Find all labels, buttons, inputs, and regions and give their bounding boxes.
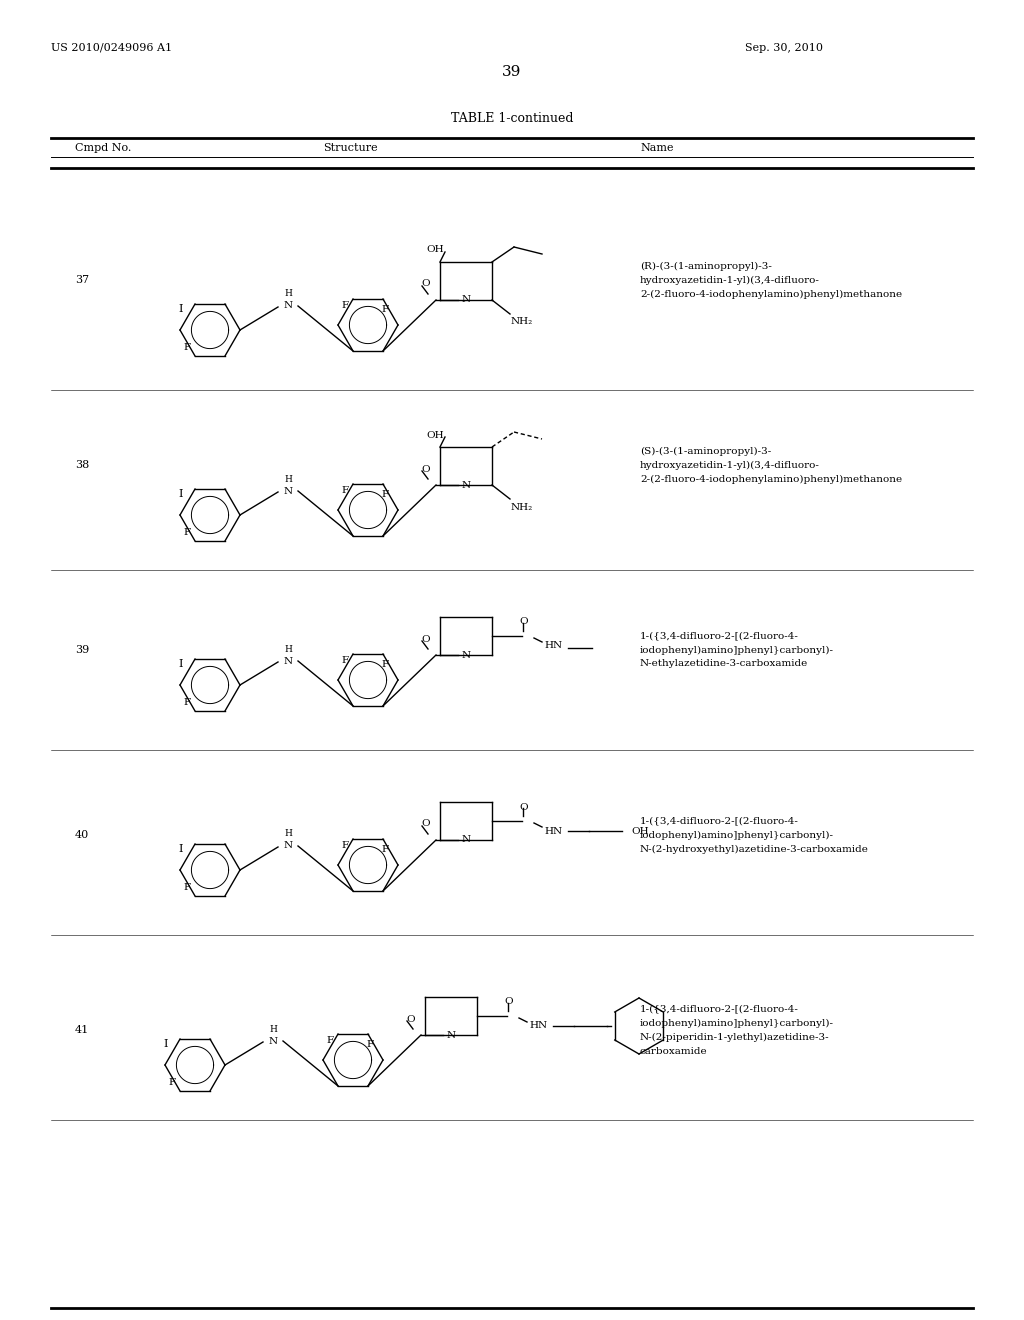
- Text: 1-({3,4-difluoro-2-[(2-fluoro-4-: 1-({3,4-difluoro-2-[(2-fluoro-4-: [640, 631, 799, 640]
- Text: O: O: [505, 998, 513, 1006]
- Text: F: F: [367, 1040, 374, 1048]
- Text: F: F: [183, 343, 190, 352]
- Text: N-ethylazetidine-3-carboxamide: N-ethylazetidine-3-carboxamide: [640, 660, 808, 668]
- Text: US 2010/0249096 A1: US 2010/0249096 A1: [51, 44, 172, 53]
- Text: F: F: [341, 301, 348, 309]
- Text: N: N: [462, 480, 471, 490]
- Text: 39: 39: [75, 645, 89, 655]
- Text: 38: 38: [75, 459, 89, 470]
- Text: iodophenyl)amino]phenyl}carbonyl)-: iodophenyl)amino]phenyl}carbonyl)-: [640, 1019, 834, 1027]
- Text: H: H: [269, 1024, 276, 1034]
- Text: I: I: [179, 843, 183, 854]
- Text: F: F: [341, 486, 348, 495]
- Text: N-(2-piperidin-1-ylethyl)azetidine-3-: N-(2-piperidin-1-ylethyl)azetidine-3-: [640, 1032, 829, 1041]
- Text: NH₂: NH₂: [511, 503, 534, 511]
- Text: F: F: [183, 883, 190, 892]
- Text: Sep. 30, 2010: Sep. 30, 2010: [745, 44, 823, 53]
- Text: O: O: [520, 618, 528, 627]
- Text: hydroxyazetidin-1-yl)(3,4-difluoro-: hydroxyazetidin-1-yl)(3,4-difluoro-: [640, 461, 820, 470]
- Text: O: O: [422, 820, 430, 829]
- Text: N: N: [462, 836, 471, 845]
- Text: N: N: [446, 1031, 456, 1040]
- Text: 40: 40: [75, 830, 89, 840]
- Text: H: H: [284, 474, 292, 483]
- Text: O: O: [520, 803, 528, 812]
- Text: iodophenyl)amino]phenyl}carbonyl)-: iodophenyl)amino]phenyl}carbonyl)-: [640, 830, 834, 840]
- Text: 1-({3,4-difluoro-2-[(2-fluoro-4-: 1-({3,4-difluoro-2-[(2-fluoro-4-: [640, 1005, 799, 1014]
- Text: F: F: [381, 660, 388, 668]
- Text: N: N: [268, 1036, 278, 1045]
- Text: O: O: [422, 280, 430, 289]
- Text: HN: HN: [545, 826, 563, 836]
- Text: N: N: [462, 651, 471, 660]
- Text: 39: 39: [503, 65, 521, 79]
- Text: F: F: [183, 528, 190, 537]
- Text: F: F: [168, 1078, 175, 1088]
- Text: Name: Name: [640, 143, 674, 153]
- Text: Cmpd No.: Cmpd No.: [75, 143, 131, 153]
- Text: carboxamide: carboxamide: [640, 1047, 708, 1056]
- Text: 41: 41: [75, 1026, 89, 1035]
- Text: H: H: [284, 644, 292, 653]
- Text: F: F: [381, 845, 388, 854]
- Text: F: F: [327, 1035, 334, 1044]
- Text: TABLE 1-continued: TABLE 1-continued: [451, 111, 573, 124]
- Text: 2-(2-fluoro-4-iodophenylamino)phenyl)methanone: 2-(2-fluoro-4-iodophenylamino)phenyl)met…: [640, 289, 902, 298]
- Text: Structure: Structure: [323, 143, 377, 153]
- Text: HN: HN: [530, 1022, 548, 1031]
- Text: F: F: [381, 305, 388, 314]
- Text: I: I: [179, 304, 183, 314]
- Text: N: N: [284, 301, 293, 310]
- Text: hydroxyazetidin-1-yl)(3,4-difluoro-: hydroxyazetidin-1-yl)(3,4-difluoro-: [640, 276, 820, 285]
- Text: NH₂: NH₂: [511, 318, 534, 326]
- Text: HN: HN: [545, 642, 563, 651]
- Text: OH: OH: [631, 826, 649, 836]
- Text: N: N: [284, 656, 293, 665]
- Text: H: H: [284, 289, 292, 298]
- Text: F: F: [341, 656, 348, 664]
- Text: I: I: [179, 488, 183, 499]
- Text: I: I: [164, 1039, 168, 1049]
- Text: (S)-(3-(1-aminopropyl)-3-: (S)-(3-(1-aminopropyl)-3-: [640, 446, 771, 455]
- Text: N: N: [284, 842, 293, 850]
- Text: OH: OH: [426, 246, 443, 255]
- Text: (R)-(3-(1-aminopropyl)-3-: (R)-(3-(1-aminopropyl)-3-: [640, 261, 772, 271]
- Text: 2-(2-fluoro-4-iodophenylamino)phenyl)methanone: 2-(2-fluoro-4-iodophenylamino)phenyl)met…: [640, 474, 902, 483]
- Text: N: N: [462, 296, 471, 305]
- Text: 37: 37: [75, 275, 89, 285]
- Text: O: O: [407, 1015, 416, 1023]
- Text: iodophenyl)amino]phenyl}carbonyl)-: iodophenyl)amino]phenyl}carbonyl)-: [640, 645, 834, 655]
- Text: F: F: [381, 490, 388, 499]
- Text: H: H: [284, 829, 292, 838]
- Text: F: F: [341, 841, 348, 850]
- Text: F: F: [183, 698, 190, 708]
- Text: O: O: [422, 465, 430, 474]
- Text: 1-({3,4-difluoro-2-[(2-fluoro-4-: 1-({3,4-difluoro-2-[(2-fluoro-4-: [640, 817, 799, 825]
- Text: OH: OH: [426, 430, 443, 440]
- Text: O: O: [422, 635, 430, 644]
- Text: I: I: [179, 659, 183, 669]
- Text: N-(2-hydroxyethyl)azetidine-3-carboxamide: N-(2-hydroxyethyl)azetidine-3-carboxamid…: [640, 845, 869, 854]
- Text: N: N: [284, 487, 293, 495]
